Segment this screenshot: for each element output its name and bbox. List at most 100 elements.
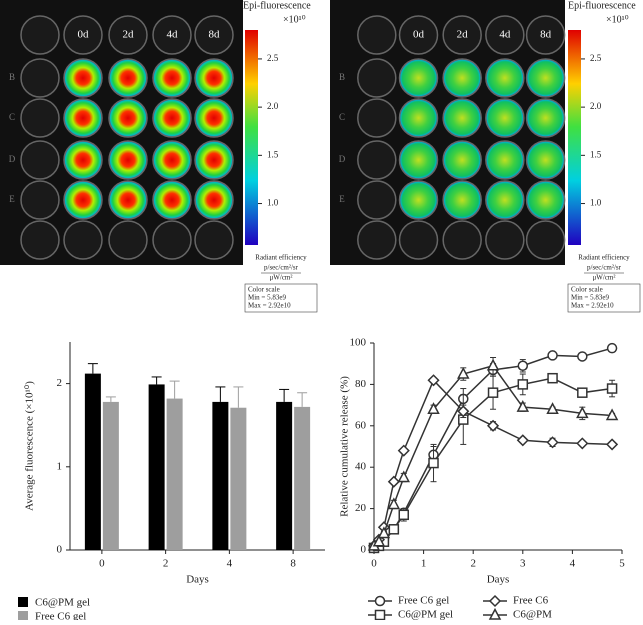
x-tick-label: 2 [470,558,476,570]
well [108,180,148,220]
row-label: B [339,72,345,82]
x-tick-label: 2 [163,558,169,570]
legend-label: C6@PM gel [398,609,453,620]
unit-label: p/sec/cm²/sr [587,264,622,272]
marker [576,406,589,419]
well [194,58,234,98]
well [20,15,60,55]
legend-label: C6@PM [513,609,552,620]
color-scale-text: Min = 5.83e9 [571,294,609,302]
well [152,58,192,98]
x-tick-label: 4 [227,558,233,570]
marker [428,457,439,469]
legend-swatch [18,597,28,607]
marker [372,534,386,547]
marker [516,434,529,447]
unit-label: μW/cm² [270,274,293,282]
well [398,98,439,138]
well [108,98,148,138]
column-label: 0d [78,29,90,41]
well [525,98,566,138]
bar [230,407,247,550]
well [357,140,397,180]
row-label: D [339,154,346,164]
well [485,220,525,260]
colorbar-title: Epi-fluorescence [568,0,636,11]
colorbar-tick-label: 2.5 [590,53,602,63]
color-scale-text: Color scale [571,286,603,294]
colorbar-tick-label: 1.5 [590,149,602,159]
colorbar-tick-label: 2.0 [267,101,279,111]
well [442,220,482,260]
legend-swatch [18,611,28,621]
well [398,58,439,98]
well [63,58,103,98]
well [63,140,103,180]
marker [547,350,558,361]
well [152,140,192,180]
well [398,220,439,260]
colorbar-tick-label: 2.5 [267,53,279,63]
marker [374,609,386,621]
marker [387,497,401,510]
well [108,15,148,55]
color-scale-text: Max = 2.92e10 [248,302,291,310]
colorbar-unit: ×10¹⁰ [283,14,306,25]
well [357,98,397,138]
well [194,220,234,260]
column-label: 2d [123,29,135,41]
marker [605,408,619,421]
well [152,15,192,55]
marker [488,607,502,620]
y-tick-label: 40 [355,461,367,473]
y-tick-label: 0 [57,544,63,556]
marker [546,436,559,449]
well [398,15,439,55]
row-label: E [9,194,15,204]
well [194,15,234,55]
color-scale-text: Max = 2.92e10 [571,302,614,310]
well [20,180,60,220]
well [194,140,234,180]
well [442,180,482,220]
well [20,140,60,180]
well [485,140,525,180]
well [398,140,439,180]
well [485,180,525,220]
well [63,180,103,220]
well [152,220,192,260]
colorbar-unit: ×10¹⁰ [606,14,629,25]
marker [547,372,558,384]
well [194,180,234,220]
x-tick-label: 0 [99,558,105,570]
row-label: C [9,112,15,122]
well [20,58,60,98]
well [152,98,192,138]
well [485,98,525,138]
well [194,98,234,138]
well [108,220,148,260]
colorbar [568,30,581,245]
well [108,58,148,98]
x-axis-label: Days [487,574,510,586]
colorbar-tick-label: 1.5 [267,149,279,159]
well [63,15,103,55]
well [442,140,482,180]
legend-label: Free C6 gel [35,611,86,620]
well [485,15,525,55]
well [152,180,192,220]
well [108,140,148,180]
marker [457,366,470,379]
legend-label: Free C6 [513,595,549,607]
marker [517,379,529,390]
colorbar-tick-label: 1.0 [267,198,279,208]
well [20,98,60,138]
unit-label: Radiant efficiency [578,254,630,262]
well [485,58,525,98]
y-tick-label: 0 [361,544,367,556]
colorbar [245,30,258,245]
marker [606,383,618,394]
well [442,58,482,98]
well [442,98,482,138]
